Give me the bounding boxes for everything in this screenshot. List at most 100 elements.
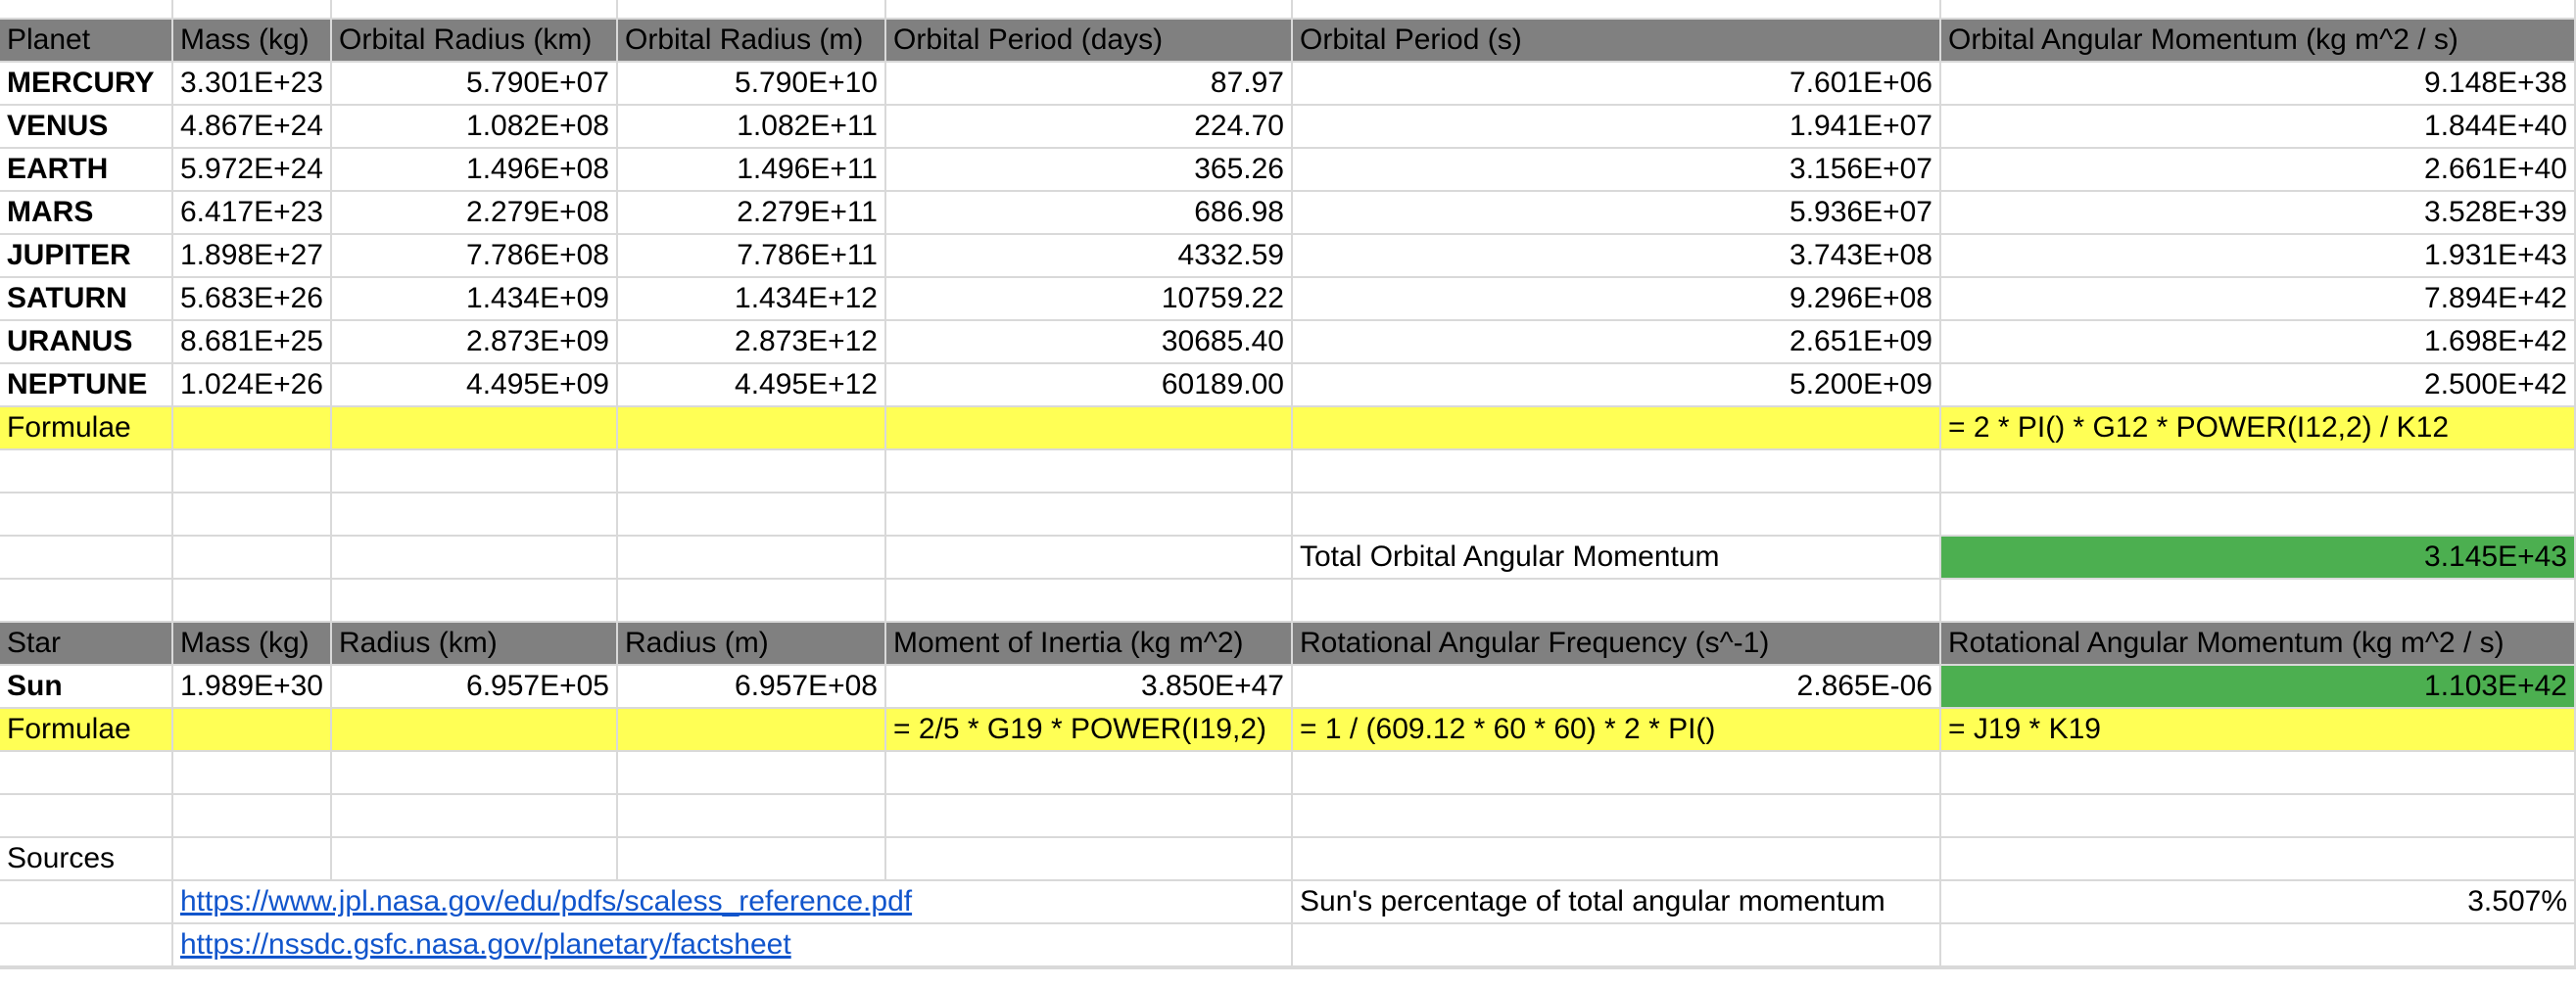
planet-angular-momentum-cell[interactable]: 2.500E+42 [1941,364,2576,407]
cell[interactable] [332,537,618,580]
planet-orbital-radius-km-cell[interactable]: 7.786E+08 [332,235,618,278]
planet-orbital-period-s-cell[interactable]: 9.296E+08 [1293,278,1941,321]
formulae-label-cell[interactable]: Formulae [0,709,173,752]
star-rotational-angular-momentum-cell[interactable]: 1.103E+42 [1941,666,2576,709]
cell[interactable] [618,838,886,881]
cell[interactable] [1293,967,1941,969]
planet-orbital-radius-m-cell[interactable]: 4.495E+12 [618,364,886,407]
planet-orbital-period-days-cell[interactable]: 224.70 [886,106,1293,149]
cell[interactable] [332,494,618,537]
cell[interactable] [886,537,1293,580]
cell[interactable] [332,580,618,623]
planet-angular-momentum-cell[interactable]: 9.148E+38 [1941,63,2576,106]
planet-angular-momentum-cell[interactable]: 3.528E+39 [1941,192,2576,235]
planet-name-cell[interactable]: URANUS [0,321,173,364]
planet-orbital-period-s-cell[interactable]: 5.200E+09 [1293,364,1941,407]
planet-orbital-radius-km-cell[interactable]: 1.082E+08 [332,106,618,149]
cell[interactable] [173,407,332,450]
cell[interactable] [0,537,173,580]
cell[interactable] [332,709,618,752]
source-link-cell[interactable]: https://www.jpl.nasa.gov/edu/pdfs/scales… [173,881,1293,924]
planet-orbital-radius-km-cell[interactable]: 5.790E+07 [332,63,618,106]
planet-angular-momentum-cell[interactable]: 7.894E+42 [1941,278,2576,321]
cell[interactable] [173,752,332,795]
sun-percentage-value[interactable]: 3.507% [1941,881,2576,924]
planet-orbital-period-s-cell[interactable]: 3.156E+07 [1293,149,1941,192]
planet-name-cell[interactable]: MERCURY [0,63,173,106]
star-radius-km-cell[interactable]: 6.957E+05 [332,666,618,709]
orbital-angular-momentum-formula-cell[interactable]: = 2 * PI() * G12 * POWER(I12,2) / K12 [1941,407,2576,450]
cell[interactable] [0,450,173,494]
planet-orbital-period-days-cell[interactable]: 87.97 [886,63,1293,106]
header-cell-planet[interactable]: Planet [0,20,173,63]
planet-angular-momentum-cell[interactable]: 1.698E+42 [1941,321,2576,364]
planet-orbital-period-days-cell[interactable]: 4332.59 [886,235,1293,278]
sources-label[interactable]: Sources [0,838,173,881]
rotational-frequency-formula-cell[interactable]: = 1 / (609.12 * 60 * 60) * 2 * PI() [1293,709,1941,752]
cell[interactable] [173,450,332,494]
cell[interactable] [173,494,332,537]
formulae-label-cell[interactable]: Formulae [0,407,173,450]
planet-mass-cell[interactable]: 4.867E+24 [173,106,332,149]
cell[interactable] [332,407,618,450]
planet-name-cell[interactable]: SATURN [0,278,173,321]
source-link-nssdc[interactable]: https://nssdc.gsfc.nasa.gov/planetary/fa… [180,928,791,961]
planet-name-cell[interactable]: VENUS [0,106,173,149]
planet-orbital-radius-m-cell[interactable]: 2.279E+11 [618,192,886,235]
planet-orbital-period-days-cell[interactable]: 10759.22 [886,278,1293,321]
cell[interactable] [0,580,173,623]
cell[interactable] [886,838,1293,881]
star-rotational-frequency-cell[interactable]: 2.865E-06 [1293,666,1941,709]
planet-mass-cell[interactable]: 1.898E+27 [173,235,332,278]
cell[interactable] [0,881,173,924]
planet-orbital-radius-km-cell[interactable]: 4.495E+09 [332,364,618,407]
planet-mass-cell[interactable]: 5.972E+24 [173,149,332,192]
planet-orbital-radius-m-cell[interactable]: 1.496E+11 [618,149,886,192]
total-orbital-angular-momentum-value[interactable]: 3.145E+43 [1941,537,2576,580]
cell[interactable] [886,967,1293,969]
planet-mass-cell[interactable]: 8.681E+25 [173,321,332,364]
planet-orbital-period-days-cell[interactable]: 686.98 [886,192,1293,235]
cell[interactable] [1293,838,1941,881]
header-cell-orbital-period-s[interactable]: Orbital Period (s) [1293,20,1941,63]
cell[interactable] [1293,580,1941,623]
header-cell-orbital-angular-momentum[interactable]: Orbital Angular Momentum (kg m^2 / s) [1941,20,2576,63]
planet-name-cell[interactable]: JUPITER [0,235,173,278]
cell[interactable] [1941,795,2576,838]
cell[interactable] [332,838,618,881]
sun-percentage-label[interactable]: Sun's percentage of total angular moment… [1293,881,1941,924]
cell[interactable] [886,580,1293,623]
planet-name-cell[interactable]: EARTH [0,149,173,192]
planet-angular-momentum-cell[interactable]: 1.931E+43 [1941,235,2576,278]
planet-orbital-period-s-cell[interactable]: 2.651E+09 [1293,321,1941,364]
planet-orbital-radius-m-cell[interactable]: 5.790E+10 [618,63,886,106]
cell[interactable] [1941,838,2576,881]
planet-orbital-radius-m-cell[interactable]: 1.082E+11 [618,106,886,149]
header-cell-radius-km[interactable]: Radius (km) [332,623,618,666]
planet-orbital-period-s-cell[interactable]: 5.936E+07 [1293,192,1941,235]
cell[interactable] [618,752,886,795]
header-cell-mass[interactable]: Mass (kg) [173,20,332,63]
total-orbital-angular-momentum-label[interactable]: Total Orbital Angular Momentum [1293,537,1941,580]
header-cell-orbital-radius-m[interactable]: Orbital Radius (m) [618,20,886,63]
cell[interactable] [1941,450,2576,494]
cell[interactable] [1293,752,1941,795]
cell[interactable] [1941,967,2576,969]
planet-orbital-period-days-cell[interactable]: 60189.00 [886,364,1293,407]
planet-mass-cell[interactable]: 5.683E+26 [173,278,332,321]
planet-orbital-period-days-cell[interactable]: 365.26 [886,149,1293,192]
cell[interactable] [1293,450,1941,494]
planet-angular-momentum-cell[interactable]: 1.844E+40 [1941,106,2576,149]
cell[interactable] [0,494,173,537]
planet-orbital-radius-m-cell[interactable]: 1.434E+12 [618,278,886,321]
cell[interactable] [173,0,332,20]
cell[interactable] [618,407,886,450]
planet-orbital-period-days-cell[interactable]: 30685.40 [886,321,1293,364]
cell[interactable] [173,537,332,580]
cell[interactable] [886,795,1293,838]
cell[interactable] [1293,795,1941,838]
planet-name-cell[interactable]: MARS [0,192,173,235]
cell[interactable] [0,795,173,838]
cell[interactable] [886,0,1293,20]
cell[interactable] [1293,924,1941,967]
